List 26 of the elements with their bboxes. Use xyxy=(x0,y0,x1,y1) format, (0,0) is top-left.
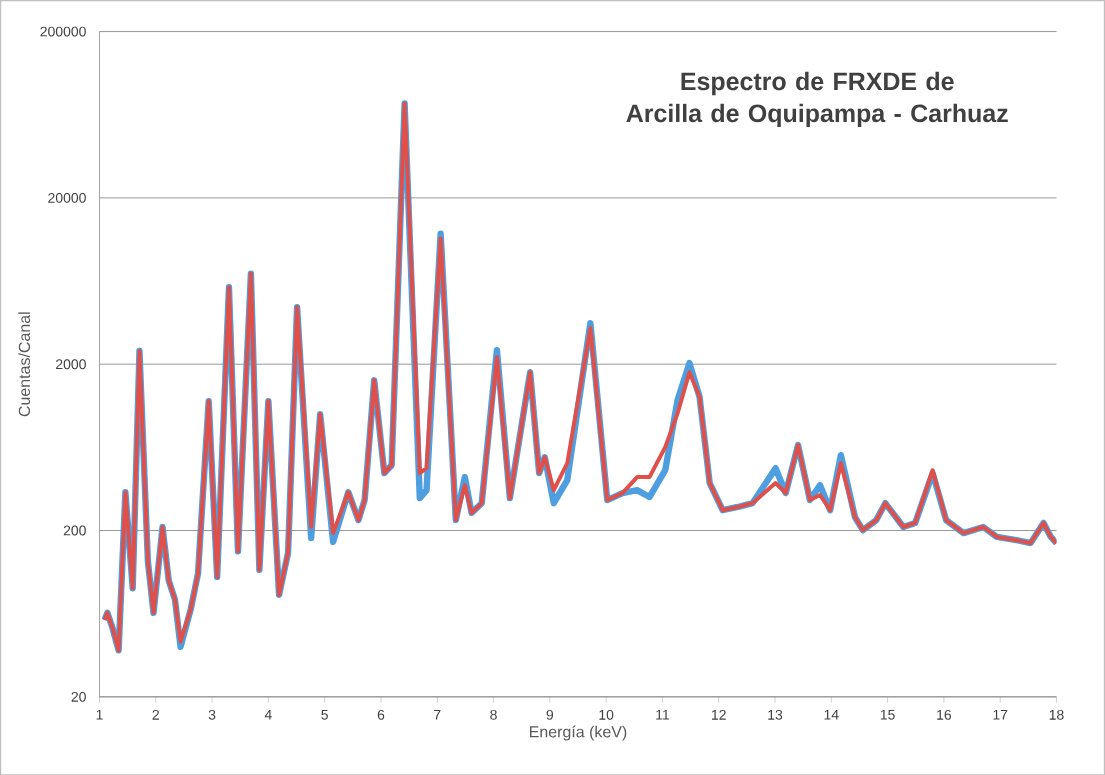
y-tick-label: 20 xyxy=(71,691,86,702)
text: Espectro de FRXDE de Arcilla de Oquipampa - Carhuaz xyxy=(626,71,1008,127)
y-tick-label: 2000 xyxy=(56,359,86,369)
x-tick-label: 17 xyxy=(993,709,1008,720)
x-tick-label: 18 xyxy=(1049,709,1064,720)
x-tick-label: 11 xyxy=(656,709,669,720)
x-tick-label: 4 xyxy=(264,709,272,720)
y-tick-label: 200 xyxy=(63,525,86,536)
x-tick-label: 1 xyxy=(96,709,103,720)
x-tick-label: 12 xyxy=(712,709,726,720)
x-tick-label: 3 xyxy=(208,709,216,720)
x-tick-label: 2 xyxy=(152,709,159,720)
x-tick-label: 15 xyxy=(880,709,895,720)
x-axis-title: Energía (keV) xyxy=(529,725,627,741)
x-tick-label: 9 xyxy=(546,709,554,720)
x-tick-label: 14 xyxy=(824,709,839,720)
x-tick-label: 7 xyxy=(434,709,441,720)
x-tick-label: 10 xyxy=(599,709,614,720)
y-tick-label: 200000 xyxy=(40,26,86,37)
y-tick-label: 20000 xyxy=(48,192,86,203)
x-tick-label: 8 xyxy=(490,709,497,720)
x-tick-label: 6 xyxy=(377,709,385,720)
x-tick-label: 16 xyxy=(937,709,952,720)
x-tick-label: 13 xyxy=(768,709,783,720)
y-axis-title: Cuentas/Canal xyxy=(18,312,31,417)
x-tick-label: 5 xyxy=(321,709,328,720)
